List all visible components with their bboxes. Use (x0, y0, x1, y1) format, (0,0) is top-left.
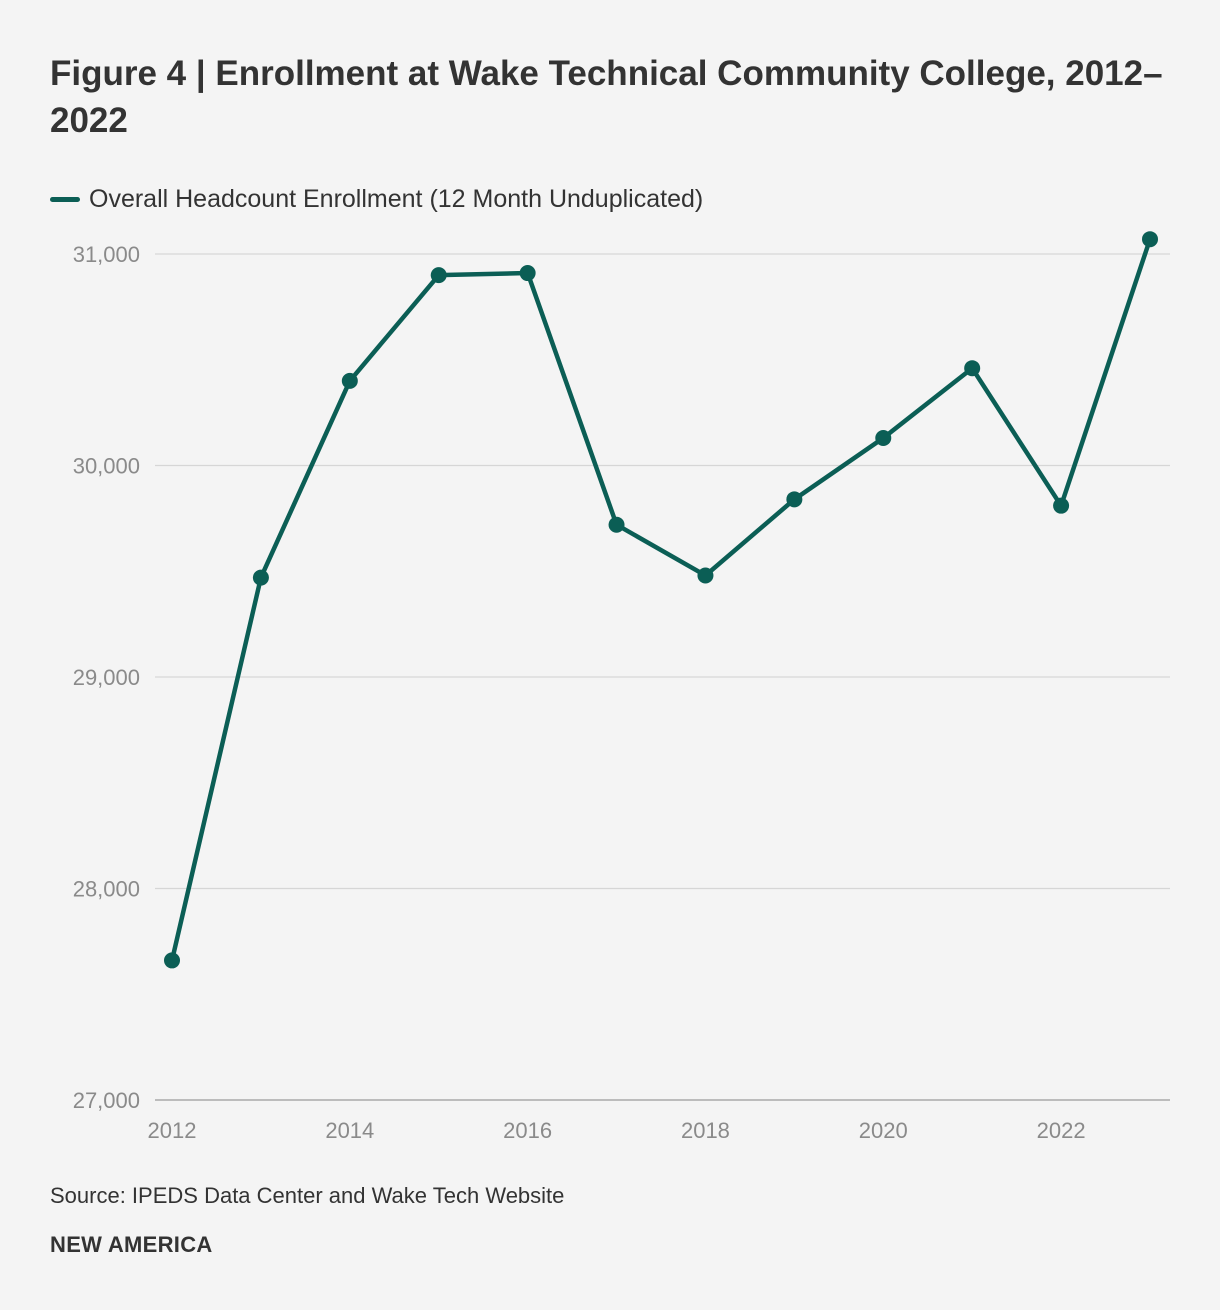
data-point-2022[interactable] (1053, 497, 1070, 514)
x-tick-label: 2016 (503, 1118, 552, 1143)
data-point-2016[interactable] (519, 265, 536, 282)
data-point-2017[interactable] (608, 516, 625, 533)
x-tick-label: 2018 (681, 1118, 730, 1143)
y-tick-label: 31,000 (73, 242, 140, 267)
data-point-2014[interactable] (341, 372, 358, 389)
legend-swatch (50, 196, 80, 202)
y-tick-label: 29,000 (73, 665, 140, 690)
x-tick-label: 2014 (325, 1118, 374, 1143)
legend-label: Overall Headcount Enrollment (12 Month U… (89, 184, 704, 213)
x-tick-label: 2012 (148, 1118, 197, 1143)
data-point-2012[interactable] (164, 952, 180, 969)
data-point-2019[interactable] (786, 491, 803, 508)
data-point-2013[interactable] (252, 569, 269, 586)
data-point-2015[interactable] (430, 267, 447, 284)
x-tick-label: 2020 (859, 1118, 908, 1143)
series-layer (164, 231, 1158, 969)
y-tick-label: 27,000 (73, 1088, 140, 1113)
grid-lines (155, 253, 1170, 1101)
chart-title: Figure 4 | Enrollment at Wake Technical … (50, 54, 1163, 140)
axes: 27,000 28,000 29,000 30,000 31,000 2012 2014 20… (73, 242, 1086, 1143)
brand-logo-text: NEW AMERICA (50, 1232, 213, 1257)
data-point-2020[interactable] (875, 430, 892, 447)
y-tick-label: 30,000 (73, 454, 140, 479)
data-point-2023[interactable] (1142, 231, 1158, 248)
legend: Overall Headcount Enrollment (12 Month U… (50, 183, 703, 215)
y-tick-label: 28,000 (73, 877, 140, 902)
series-line (169, 236, 1153, 963)
data-point-2021[interactable] (964, 360, 981, 377)
data-point-2018[interactable] (697, 567, 714, 584)
source-note: Source: IPEDS Data Center and Wake Tech … (50, 1183, 565, 1208)
x-tick-label: 2022 (1037, 1118, 1086, 1143)
